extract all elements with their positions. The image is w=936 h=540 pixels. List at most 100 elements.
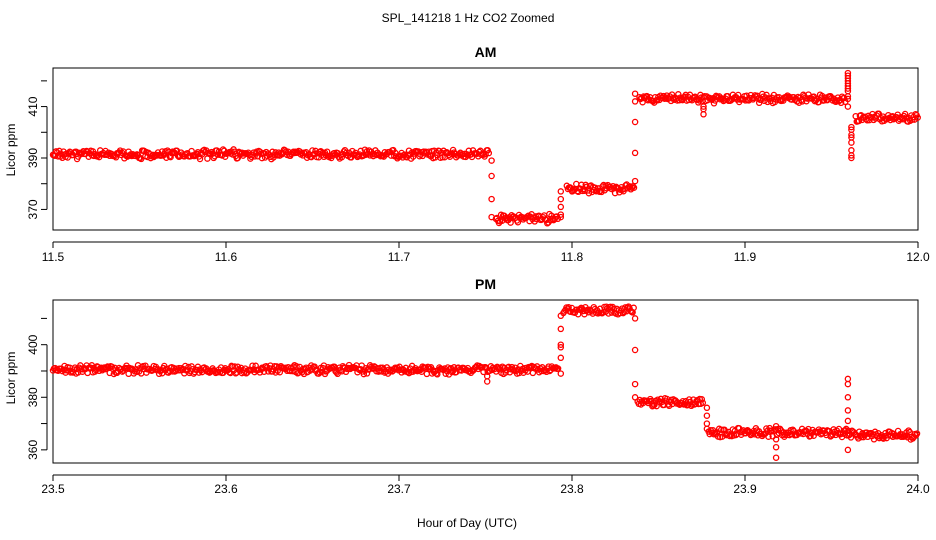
figure-title: SPL_141218 1 Hz CO2 Zoomed xyxy=(382,11,555,25)
data-point xyxy=(409,153,417,160)
data-point xyxy=(631,149,639,157)
y-axis: 370 390 410 xyxy=(26,80,48,219)
data-point xyxy=(557,203,565,211)
plot-frame xyxy=(52,299,919,464)
y-tick-label: 390 xyxy=(26,148,40,168)
data-point xyxy=(282,148,290,155)
x-tick-label: 11.9 xyxy=(734,250,757,264)
data-point xyxy=(423,370,431,378)
data-point xyxy=(798,98,806,105)
shared-x-axis-label: Hour of Day (UTC) xyxy=(417,516,517,530)
data-point xyxy=(913,430,921,437)
data-point xyxy=(828,432,835,439)
data-point xyxy=(848,147,855,154)
data-point xyxy=(844,87,852,95)
data-series xyxy=(49,69,921,227)
data-point xyxy=(360,370,368,378)
data-point xyxy=(703,412,711,419)
x-tick-label: 23.7 xyxy=(387,482,411,496)
data-point xyxy=(848,134,855,141)
data-point xyxy=(700,103,707,110)
data-point xyxy=(583,183,591,191)
panel-title: PM xyxy=(475,276,496,292)
data-point xyxy=(605,310,612,317)
data-point xyxy=(772,454,780,461)
x-tick-label: 24.0 xyxy=(906,482,930,496)
x-tick-label: 12.0 xyxy=(906,250,930,264)
plot-frame xyxy=(52,67,919,231)
data-point xyxy=(249,362,256,369)
data-point xyxy=(557,354,565,362)
data-point xyxy=(699,399,707,407)
data-point xyxy=(733,430,741,438)
data-point xyxy=(848,139,855,146)
data-point xyxy=(657,395,665,403)
data-point xyxy=(844,380,852,388)
data-point xyxy=(840,94,848,102)
data-point xyxy=(844,417,852,425)
data-point xyxy=(392,149,399,157)
y-tick-label: 370 xyxy=(26,199,40,219)
data-point xyxy=(856,428,863,435)
data-point xyxy=(557,211,565,218)
x-tick-label: 23.8 xyxy=(560,482,584,496)
data-point xyxy=(557,370,565,377)
data-point xyxy=(485,149,493,157)
y-tick-label: 410 xyxy=(26,96,40,116)
data-point xyxy=(630,304,637,312)
chart-panels: AM Licor ppm 11.5 11.6 11.7 11.8 11.9 12.0 370 39… xyxy=(4,44,930,496)
data-point xyxy=(703,404,711,412)
data-point xyxy=(631,315,639,322)
data-point xyxy=(106,369,113,377)
data-point xyxy=(844,375,852,383)
data-point xyxy=(703,420,711,427)
panel-title: AM xyxy=(475,44,497,60)
data-point xyxy=(557,312,565,320)
data-point xyxy=(338,153,346,161)
x-tick-label: 23.9 xyxy=(733,482,757,496)
data-point xyxy=(765,433,772,440)
data-point xyxy=(807,432,814,440)
x-tick-label: 11.5 xyxy=(42,250,65,264)
data-point xyxy=(377,364,384,372)
data-point xyxy=(858,433,865,441)
data-point xyxy=(557,188,565,195)
x-tick-label: 11.8 xyxy=(561,250,584,264)
y-tick-label: 360 xyxy=(26,440,40,460)
x-tick-label: 23.6 xyxy=(214,482,238,496)
x-axis: 11.5 11.6 11.7 11.8 11.9 12.0 xyxy=(42,241,930,264)
x-tick-label: 11.7 xyxy=(388,250,411,264)
data-point xyxy=(59,367,66,375)
data-point xyxy=(631,394,639,401)
data-point xyxy=(488,157,495,164)
data-point xyxy=(557,344,565,351)
data-point xyxy=(665,402,673,410)
data-point xyxy=(271,363,278,370)
data-point xyxy=(293,363,300,370)
data-point xyxy=(163,154,170,161)
data-point xyxy=(622,304,629,311)
data-point xyxy=(844,95,852,103)
data-point xyxy=(557,213,565,221)
data-point xyxy=(585,189,593,197)
data-point xyxy=(698,396,706,403)
y-tick-label: 400 xyxy=(26,334,40,354)
data-point xyxy=(630,184,638,191)
data-point xyxy=(631,346,639,354)
data-point xyxy=(619,309,627,317)
data-point xyxy=(483,378,491,385)
data-point xyxy=(631,177,639,185)
y-tick-label: 380 xyxy=(26,387,40,407)
data-point xyxy=(848,123,855,131)
data-point xyxy=(219,146,227,153)
data-point xyxy=(611,189,619,197)
data-point xyxy=(789,426,796,433)
data-point xyxy=(848,131,855,139)
data-series xyxy=(49,303,921,461)
data-point xyxy=(167,153,174,161)
data-point xyxy=(772,436,780,443)
data-point xyxy=(488,195,495,203)
x-tick-label: 11.6 xyxy=(215,250,238,264)
data-point xyxy=(848,152,855,159)
